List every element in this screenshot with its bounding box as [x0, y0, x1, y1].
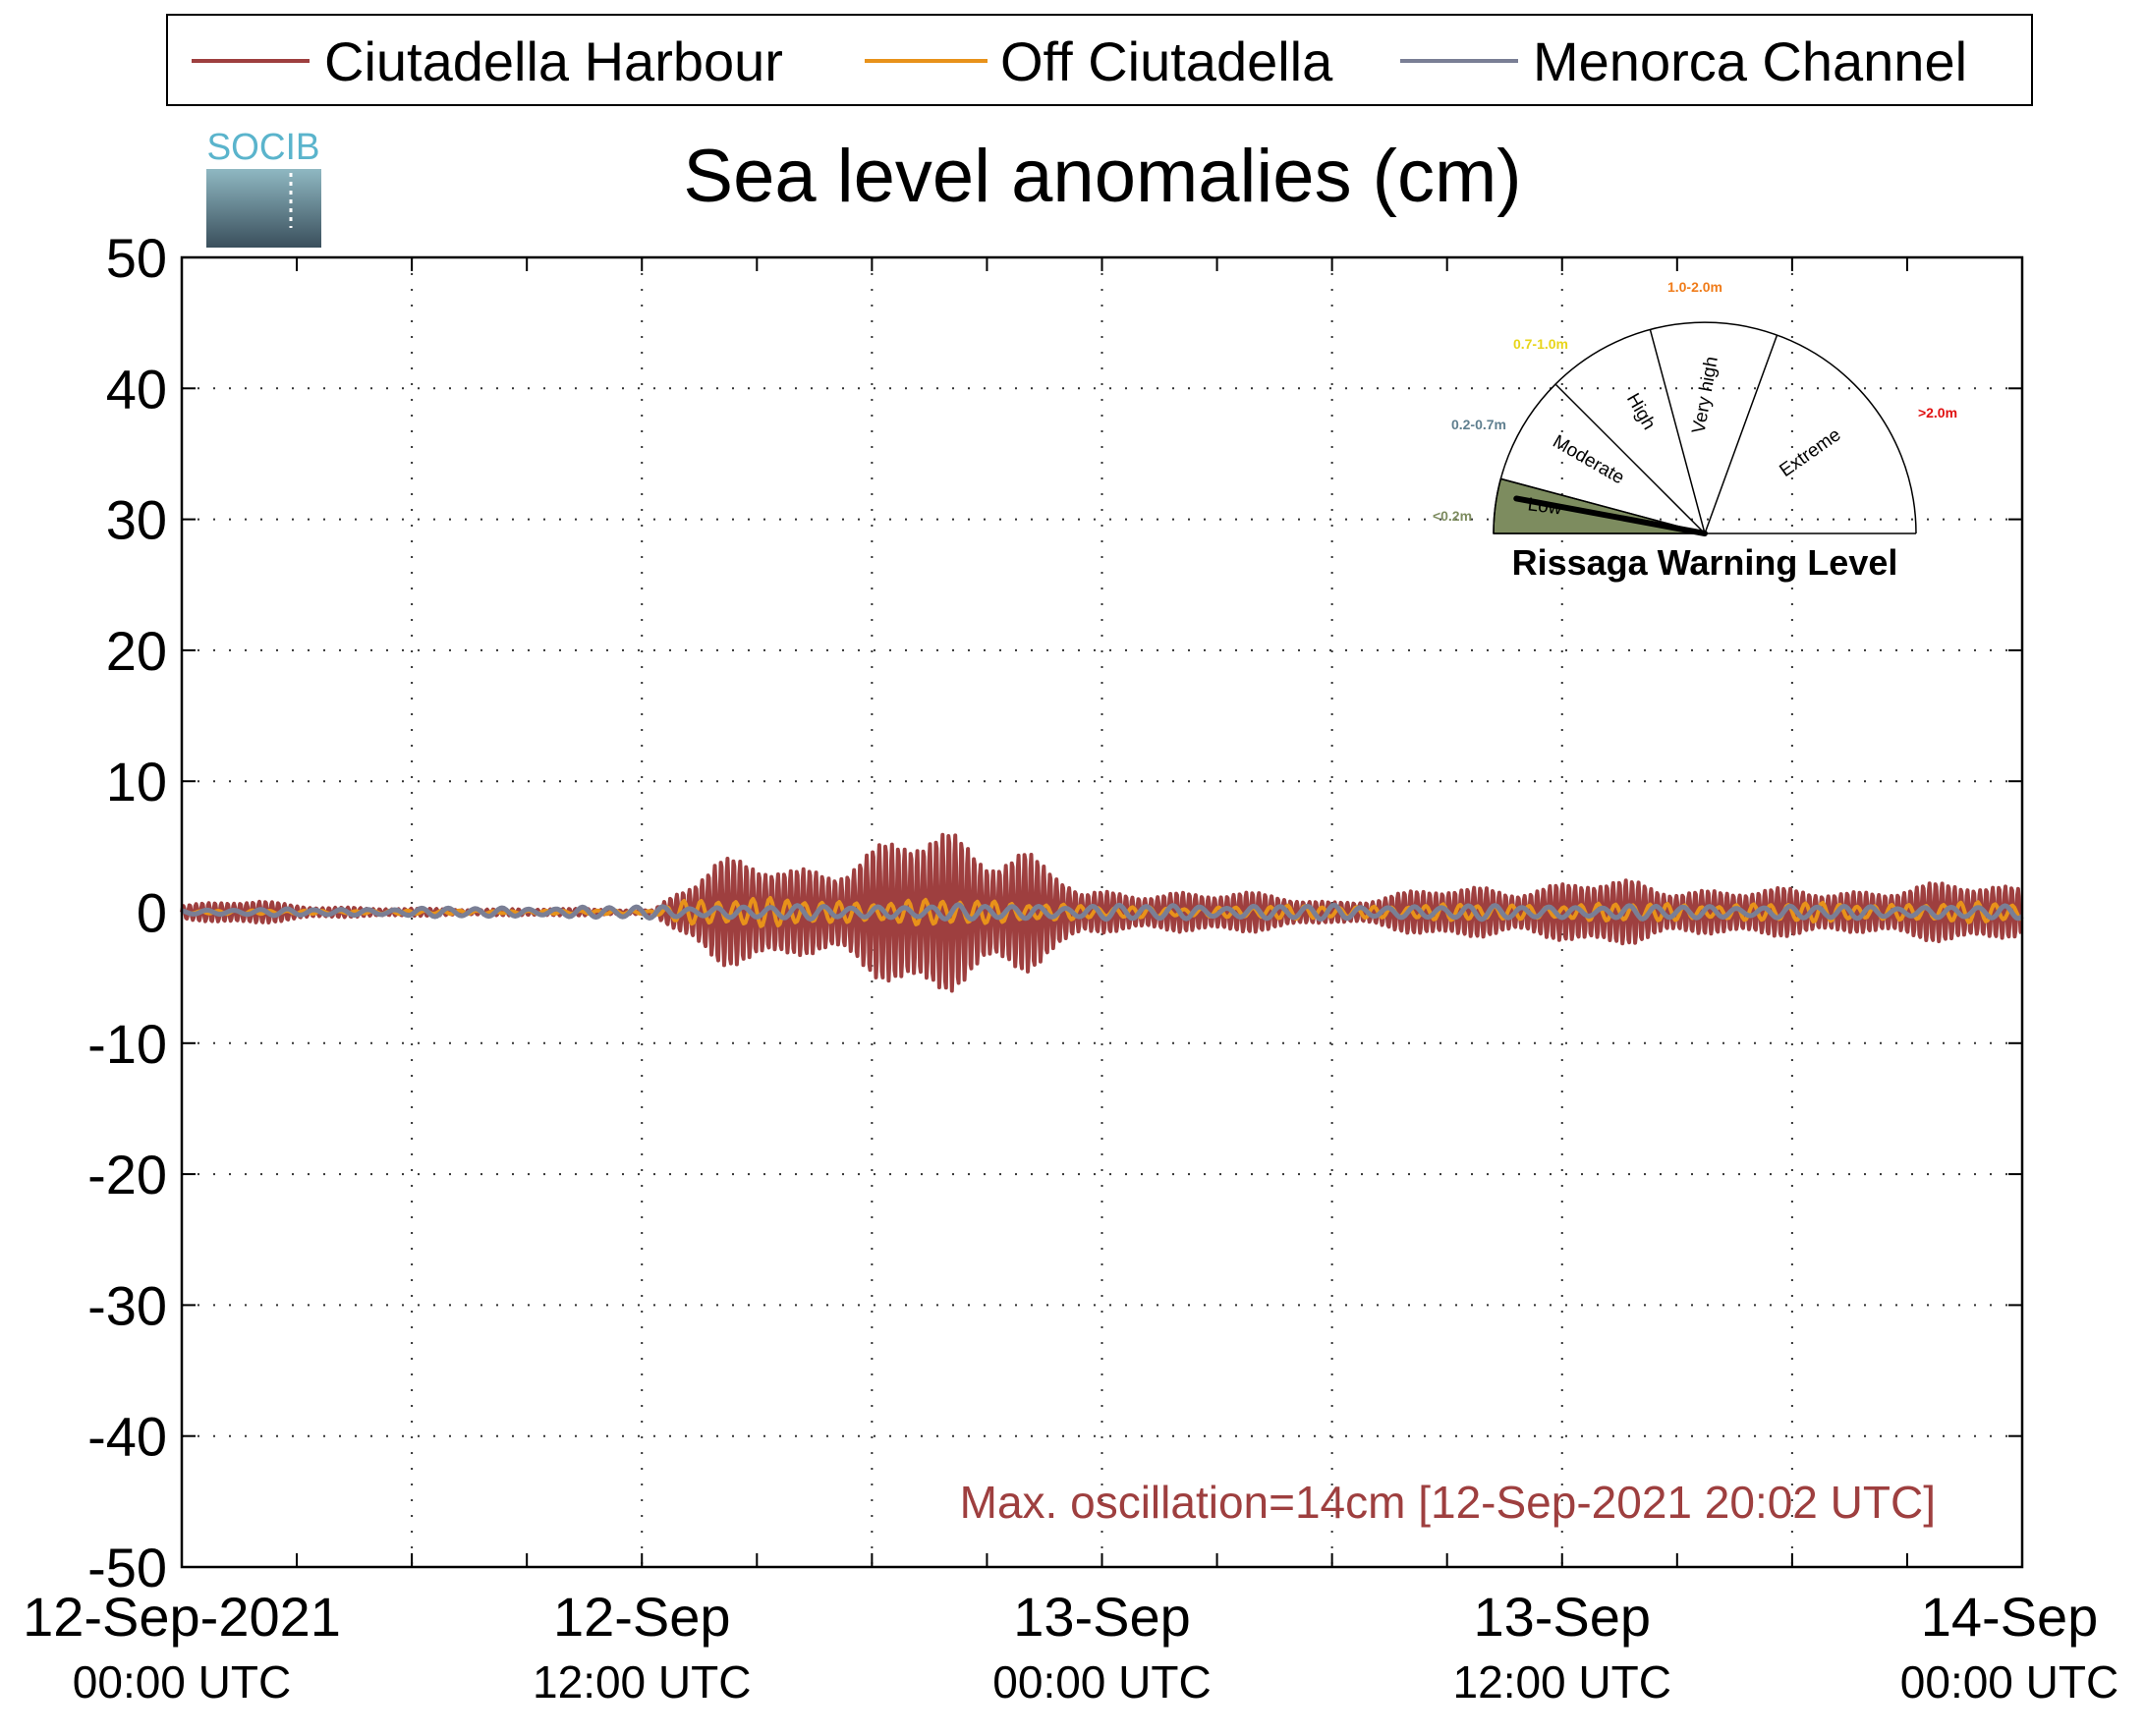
chart-title: Sea level anomalies (cm)	[683, 135, 1521, 218]
gauge-range-label: >2.0m	[1918, 405, 1957, 420]
y-tick-label: -10	[87, 1013, 167, 1075]
x-tick-label-time: 12:00 UTC	[1453, 1656, 1671, 1708]
logo-block	[206, 169, 321, 248]
y-tick-label: 30	[106, 489, 167, 551]
x-tick-label-date: 13-Sep	[1013, 1586, 1191, 1648]
y-tick-label: 20	[106, 620, 167, 682]
series	[180, 832, 2024, 993]
gauge-sector-name: Very high	[1688, 355, 1722, 435]
x-tick-label-date: 13-Sep	[1473, 1586, 1651, 1648]
gauge-range-label: 0.2-0.7m	[1451, 417, 1506, 432]
logo-text: SOCIB	[207, 127, 320, 168]
y-tick-label: -20	[87, 1144, 167, 1205]
y-tick-label: 0	[137, 882, 167, 944]
x-tick-label-time: 00:00 UTC	[992, 1656, 1211, 1708]
x-tick-label-date: 12-Sep-2021	[23, 1586, 341, 1648]
gauge-sector-name: High	[1622, 390, 1660, 433]
socib-logo: SOCIB	[206, 127, 321, 248]
gauge-sector-name: Extreme	[1776, 424, 1844, 481]
y-tick-label: 50	[106, 227, 167, 289]
x-tick-label-date: 14-Sep	[1921, 1586, 2099, 1648]
gauge-range-label: 0.7-1.0m	[1513, 336, 1568, 352]
legend-label-offshore: Off Ciutadella	[1000, 30, 1333, 92]
gauge-divider	[1554, 383, 1706, 534]
max-oscillation-annotation: Max. oscillation=14cm [12-Sep-2021 20:02…	[960, 1477, 1936, 1528]
gauge-range-label: 1.0-2.0m	[1667, 279, 1722, 295]
gauge-range-label: <0.2m	[1433, 508, 1472, 524]
gauge-sector-name: Moderate	[1549, 431, 1627, 488]
gauge-divider	[1649, 329, 1706, 534]
y-axis: 50 40 30 20 10 0 -10 -20 -30 -40 -50	[87, 227, 2022, 1598]
x-tick-label-date: 12-Sep	[553, 1586, 731, 1648]
gauge-title: Rissaga Warning Level	[1512, 542, 1898, 583]
y-tick-label: 10	[106, 751, 167, 812]
x-tick-label-time: 12:00 UTC	[533, 1656, 751, 1708]
gauge-divider	[1704, 334, 1778, 534]
series-line	[181, 902, 2024, 923]
y-tick-label: 40	[106, 358, 167, 420]
legend-label-harbour: Ciutadella Harbour	[324, 30, 783, 92]
x-axis: 12-Sep-2021 00:00 UTC 12-Sep 12:00 UTC 13-Se…	[23, 257, 2118, 1708]
y-tick-label: -40	[87, 1406, 167, 1468]
legend-box	[166, 14, 2033, 106]
gauge-needle	[1513, 495, 1708, 536]
legend-label-channel: Menorca Channel	[1533, 30, 1967, 92]
x-tick-label-time: 00:00 UTC	[73, 1656, 291, 1708]
legend: Ciutadella Harbour Off Ciutadella Menorc…	[166, 14, 2033, 106]
plot-frame	[180, 255, 2024, 1569]
y-tick-label: -30	[87, 1274, 167, 1336]
y-tick-label: -50	[87, 1537, 167, 1598]
x-tick-label-time: 00:00 UTC	[1900, 1656, 2118, 1708]
gauge-arc	[1493, 321, 1917, 534]
